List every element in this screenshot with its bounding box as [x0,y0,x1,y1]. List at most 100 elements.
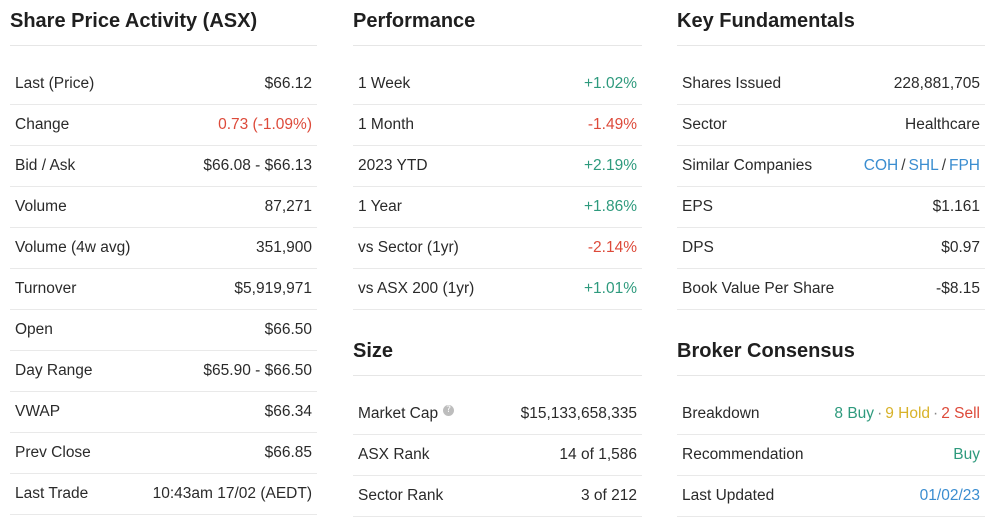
info-icon[interactable]: ? [443,404,455,416]
label: Day Range [15,362,93,379]
value: $66.08 - $66.13 [203,157,312,174]
sell-count: 2 Sell [941,405,980,422]
company-link-coh[interactable]: COH [863,157,899,174]
similar-companies-links: COH / SHL / FPH [864,157,980,175]
value: $66.85 [264,444,312,461]
value: 3 of 212 [580,487,637,504]
recommendation-value: Buy [953,446,980,463]
row-vs-asx200: vs ASX 200 (1yr) +1.01% [353,269,642,310]
company-link-fph[interactable]: FPH [949,157,980,174]
row-vwap: VWAP $66.34 [10,392,317,433]
label: Change [15,116,70,133]
company-link-shl[interactable]: SHL [908,157,939,174]
value: $15,133,658,335 [520,405,637,422]
row-shares-issued: Shares Issued 228,881,705 [677,64,985,105]
label: Recommendation [682,446,804,463]
share-price-title: Share Price Activity (ASX) [10,0,317,46]
value: $65.90 - $66.50 [203,362,312,379]
value: 10:43am 17/02 (AEDT) [152,485,312,502]
label: Volume (4w avg) [15,239,131,256]
row-volume: Volume 87,271 [10,187,317,228]
label: Market Cap? [358,404,455,423]
row-breakdown: Breakdown 8 Buy · 9 Hold · 2 Sell [677,394,985,435]
label: Shares Issued [682,75,782,92]
value: -$8.15 [936,280,980,297]
row-asx-rank: ASX Rank 14 of 1,586 [353,435,642,476]
value: +1.01% [583,280,637,297]
value: Healthcare [905,116,980,133]
row-turnover: Turnover $5,919,971 [10,269,317,310]
value: -2.14% [587,239,637,256]
label: 1 Month [358,116,415,133]
row-change: Change 0.73 (-1.09%) [10,105,317,146]
row-1-week: 1 Week +1.02% [353,64,642,105]
label: VWAP [15,403,61,420]
row-book-value: Book Value Per Share -$8.15 [677,269,985,310]
performance-size-panel: Performance 1 Week +1.02% 1 Month -1.49%… [353,0,642,517]
value: 0.73 (-1.09%) [218,116,312,133]
market-cap-label: Market Cap [358,405,439,423]
value: +1.86% [583,198,637,215]
row-last-updated: Last Updated 01/02/23 [677,476,985,517]
row-last-price: Last (Price) $66.12 [10,64,317,105]
value: $5,919,971 [234,280,312,297]
row-day-range: Day Range $65.90 - $66.50 [10,351,317,392]
value: +2.19% [583,157,637,174]
label: EPS [682,198,714,215]
performance-title: Performance [353,0,642,46]
buy-count: 8 Buy [834,405,875,422]
separator: / [901,157,906,174]
label: Sector [682,116,727,133]
row-1-year: 1 Year +1.86% [353,187,642,228]
hold-count: 9 Hold [885,405,931,422]
separator: / [941,157,946,174]
row-ytd: 2023 YTD +2.19% [353,146,642,187]
broker-title: Broker Consensus [677,330,985,376]
row-vs-sector: vs Sector (1yr) -2.14% [353,228,642,269]
row-sector-rank: Sector Rank 3 of 212 [353,476,642,517]
value: 87,271 [264,198,312,215]
label: ASX Rank [358,446,430,463]
label: Last (Price) [15,75,95,92]
last-updated-link[interactable]: 01/02/23 [919,487,980,504]
row-similar-companies: Similar Companies COH / SHL / FPH [677,146,985,187]
row-dps: DPS $0.97 [677,228,985,269]
row-1-month: 1 Month -1.49% [353,105,642,146]
label: 1 Year [358,198,402,215]
dot-separator: · [877,405,883,422]
label: Book Value Per Share [682,280,835,297]
label: Volume [15,198,67,215]
value: 14 of 1,586 [559,446,637,463]
row-volume-4w: Volume (4w avg) 351,900 [10,228,317,269]
label: Similar Companies [682,157,813,174]
value: $66.12 [264,75,312,92]
row-prev-close: Prev Close $66.85 [10,433,317,474]
value: $1.161 [932,198,980,215]
row-recommendation: Recommendation Buy [677,435,985,476]
label: Sector Rank [358,487,444,504]
label: Last Updated [682,487,775,504]
breakdown-values: 8 Buy · 9 Hold · 2 Sell [834,405,980,423]
share-price-panel: Share Price Activity (ASX) Last (Price) … [10,0,317,515]
label: Open [15,321,53,338]
row-eps: EPS $1.161 [677,187,985,228]
value: -1.49% [587,116,637,133]
fundamentals-broker-panel: Key Fundamentals Shares Issued 228,881,7… [677,0,985,517]
row-bid-ask: Bid / Ask $66.08 - $66.13 [10,146,317,187]
label: Prev Close [15,444,91,461]
size-title: Size [353,330,642,376]
label: DPS [682,239,714,256]
label: vs ASX 200 (1yr) [358,280,475,297]
dot-separator: · [933,405,939,422]
fundamentals-title: Key Fundamentals [677,0,985,46]
value: +1.02% [583,75,637,92]
row-market-cap: Market Cap? $15,133,658,335 [353,394,642,435]
row-last-trade: Last Trade 10:43am 17/02 (AEDT) [10,474,317,515]
value: 228,881,705 [893,75,980,92]
label: Turnover [15,280,77,297]
label: Bid / Ask [15,157,76,174]
label: 1 Week [358,75,411,92]
value: 351,900 [255,239,312,256]
label: Last Trade [15,485,89,502]
value: $66.50 [264,321,312,338]
